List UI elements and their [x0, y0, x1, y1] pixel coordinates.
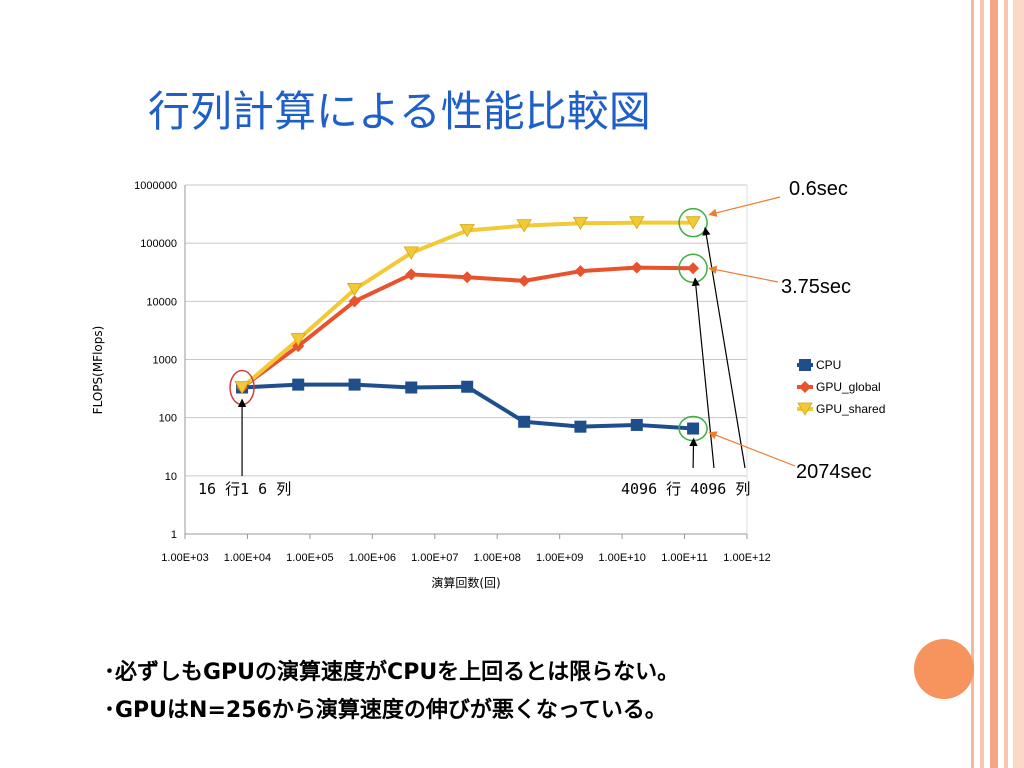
data-point-CPU-2: [348, 378, 361, 391]
y-tick-label-2: 100: [159, 413, 177, 425]
decor-stripe-5: [1013, 0, 1024, 768]
legend-label-CPU: CPU: [816, 358, 841, 372]
data-point-GPU_global-7: [630, 261, 643, 274]
y-tick-label-4: 10000: [146, 296, 177, 308]
legend-label-GPU_shared: GPU_shared: [816, 402, 885, 416]
callout-line-cpu: [708, 431, 796, 467]
x-tick-label-7: 1.00E+10: [598, 552, 645, 564]
x-tick-label-9: 1.00E+12: [723, 552, 770, 564]
data-point-GPU_global-4: [461, 271, 474, 284]
start-label: 16 行1 6 列: [198, 480, 291, 498]
y-axis-label: FLOPS(MFlops): [91, 326, 105, 415]
data-point-GPU_global-8: [687, 262, 700, 275]
bullet-2: ･GPUはN=256から演算速度の伸びが悪くなっている。: [104, 698, 667, 723]
x-tick-label-5: 1.00E+08: [474, 552, 521, 564]
decor-stripe-2: [980, 0, 984, 768]
data-point-GPU_shared-3: [403, 246, 419, 260]
x-axis-label: 演算回数(回): [431, 575, 500, 590]
x-tick-label-6: 1.00E+09: [536, 552, 583, 564]
end-arrow-cpu: [689, 437, 698, 469]
legend-marker-GPU_global: [799, 381, 811, 393]
data-point-GPU_shared-7: [629, 216, 645, 230]
y-tick-label-0: 1: [171, 529, 177, 541]
time-label-global: 3.75sec: [781, 276, 851, 298]
slide-title: 行列計算による性能比較図: [148, 87, 651, 136]
decor-stripe-3: [990, 0, 998, 768]
data-point-GPU_shared-8: [685, 216, 701, 230]
y-tick-label-6: 1000000: [134, 180, 177, 192]
data-point-GPU_global-3: [405, 268, 418, 281]
x-tick-label-1: 1.00E+04: [224, 552, 271, 564]
series-line-GPU_shared: [240, 220, 694, 390]
x-tick-label-4: 1.00E+07: [411, 552, 458, 564]
data-point-CPU-3: [405, 381, 418, 394]
bullet-1: ･必ずしもGPUの演算速度がCPUを上回るとは限らない。: [104, 660, 680, 685]
time-label-cpu: 2074sec: [796, 461, 872, 483]
callout-line-global: [708, 265, 779, 283]
y-tick-label-3: 1000: [153, 355, 177, 367]
y-tick-label-5: 100000: [140, 238, 177, 250]
data-point-GPU_shared-2: [346, 283, 363, 297]
legend-marker-GPU_shared: [797, 402, 813, 416]
data-point-GPU_shared-6: [572, 216, 589, 231]
time-label-shared: 0.6sec: [789, 178, 848, 200]
legend-marker-CPU: [799, 359, 811, 371]
x-tick-label-8: 1.00E+11: [661, 552, 708, 564]
data-point-CPU-8: [687, 422, 700, 435]
end-label: 4096 行 4096 列: [621, 480, 750, 498]
end-highlight-shared: [678, 207, 708, 238]
y-tick-label-1: 10: [165, 471, 177, 483]
data-point-GPU_global-6: [574, 265, 587, 278]
data-point-CPU-5: [518, 415, 531, 428]
x-tick-label-0: 1.00E+03: [161, 552, 208, 564]
x-tick-label-3: 1.00E+06: [349, 552, 396, 564]
x-tick-label-2: 1.00E+05: [286, 552, 333, 564]
callout-line-shared: [708, 196, 781, 217]
data-point-GPU_global-2: [348, 295, 361, 308]
data-point-CPU-1: [292, 378, 305, 391]
decor-stripe-4: [1004, 0, 1008, 768]
data-point-GPU_shared-4: [459, 224, 475, 238]
data-point-CPU-4: [461, 380, 474, 393]
data-point-GPU_global-5: [518, 274, 531, 287]
decor-circle: [914, 639, 974, 699]
data-point-CPU-6: [574, 420, 587, 433]
data-point-GPU_shared-0: [234, 381, 250, 395]
data-point-CPU-7: [630, 418, 643, 431]
decor-stripe-1: [971, 0, 974, 768]
legend-label-GPU_global: GPU_global: [816, 380, 881, 394]
end-arrow-shared: [702, 226, 746, 469]
data-point-GPU_shared-1: [290, 333, 306, 347]
data-point-GPU_shared-5: [516, 219, 532, 233]
